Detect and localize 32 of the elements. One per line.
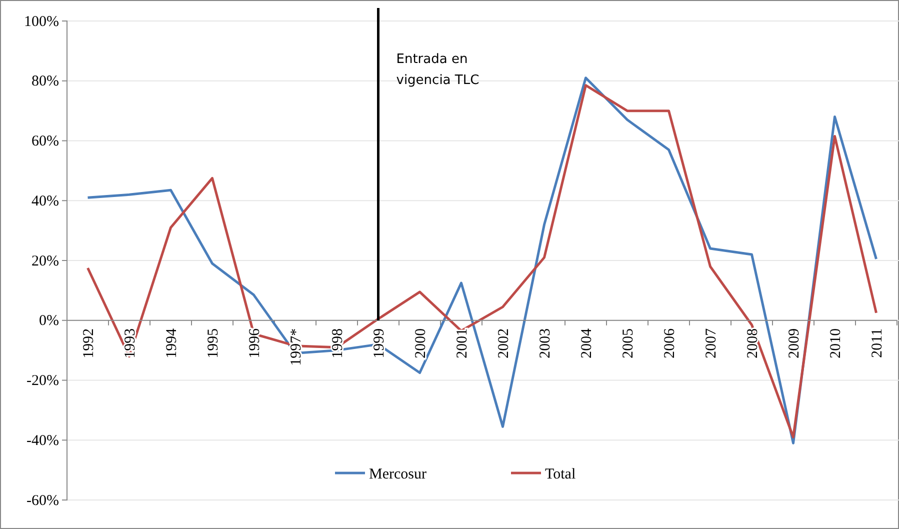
x-tick-label: 1999 [372, 328, 388, 358]
x-tick-label: 2008 [745, 328, 761, 358]
y-tick-label: 40% [32, 193, 59, 210]
x-tick-label: 1995 [206, 328, 222, 358]
x-tick-label: 2000 [413, 328, 429, 358]
ref-line-label: Entrada en vigencia TLC [396, 52, 480, 88]
y-tick-label: -20% [26, 373, 59, 390]
x-tick-label: 2002 [496, 328, 512, 358]
x-tick-label: 2001 [454, 328, 470, 358]
y-tick-label: -40% [26, 432, 59, 449]
y-tick-label: 100% [24, 14, 59, 30]
x-tick-label: 2004 [579, 328, 595, 358]
x-tick-label: 1994 [164, 328, 180, 358]
y-tick-label: 20% [32, 253, 59, 270]
y-tick-label: 60% [32, 134, 59, 150]
y-tick-label: 80% [32, 74, 59, 90]
x-tick-label: 1998 [330, 328, 346, 358]
x-tick-label: 1992 [81, 328, 97, 358]
x-tick-label: 2011 [870, 328, 886, 358]
legend-label: Mercosur [369, 466, 426, 482]
x-tick-label: 1996 [247, 328, 263, 358]
x-tick-label: 2007 [704, 328, 720, 358]
y-tick-label: 0% [39, 313, 59, 330]
legend-label: Total [545, 466, 576, 482]
x-tick-label: 1993 [122, 328, 138, 358]
x-tick-label: 2010 [828, 328, 844, 358]
x-tick-label: 2009 [786, 328, 802, 358]
x-tick-label: 2005 [620, 328, 636, 358]
x-tick-label: 2003 [538, 328, 554, 358]
x-tick-label: 2006 [662, 328, 678, 358]
y-tick-label: -60% [26, 492, 59, 509]
x-tick-label: 1997* [288, 328, 304, 366]
